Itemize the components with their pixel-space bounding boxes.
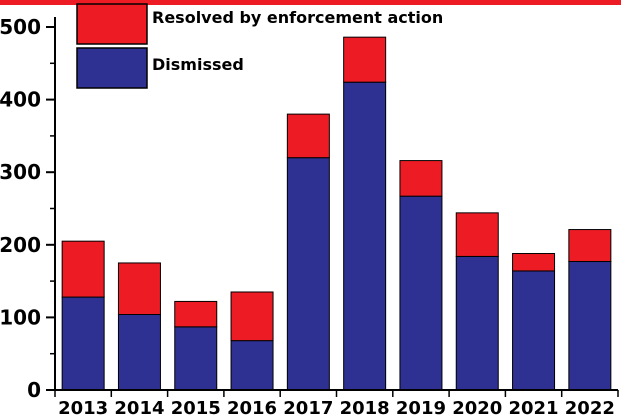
x-tick-label: 2013 [58,398,108,419]
bar-resolved-2017 [286,113,330,159]
bar-resolved-2021 [512,253,556,272]
bar-dismissed-2014 [117,313,161,391]
x-tick-label: 2018 [340,398,390,419]
bar-dismissed-2019 [399,195,443,391]
bar-dismissed-2013 [61,296,105,391]
x-tick-label: 2022 [565,398,615,419]
bar-resolved-2019 [399,160,443,197]
legend-swatch-resolved [76,3,148,45]
bar-dismissed-2017 [286,157,330,391]
legend: Resolved by enforcement action Dismissed [76,3,443,89]
bar-dismissed-2021 [512,270,556,391]
bar-dismissed-2018 [343,81,387,391]
y-tick-label: 100 [0,305,41,329]
bar-dismissed-2022 [568,260,612,391]
y-tick-label: 200 [0,233,41,257]
bar-resolved-2022 [568,229,612,262]
y-tick-label: 300 [0,160,41,184]
x-tick-label: 2014 [114,398,164,419]
x-tick-label: 2016 [227,398,277,419]
x-tick-label: 2020 [452,398,502,419]
bar-resolved-2015 [174,300,218,328]
x-axis: 2013 2014 2015 2016 2017 2018 2019 2020 2021 2022 [54,389,619,419]
y-tick-label: 400 [0,88,41,112]
bar-dismissed-2016 [230,340,274,391]
bar-dismissed-2020 [455,255,499,391]
y-tick-label: 500 [0,15,41,39]
legend-label-dismissed: Dismissed [152,55,244,74]
legend-swatch-dismissed [76,47,148,89]
y-tick-label: 0 [27,378,41,402]
bar-resolved-2016 [230,291,274,342]
bar-resolved-2020 [455,212,499,257]
x-tick-label: 2021 [508,398,558,419]
legend-label-resolved: Resolved by enforcement action [152,8,443,27]
bar-dismissed-2015 [174,326,218,391]
y-axis: 0 100 200 300 400 500 [0,15,56,402]
x-tick-label: 2019 [396,398,446,419]
bar-resolved-2018 [343,36,387,83]
x-tick-label: 2015 [171,398,221,419]
bar-resolved-2013 [61,240,105,298]
x-tick-label: 2017 [283,398,333,419]
bar-resolved-2014 [117,262,161,315]
top-accent-band [0,0,621,5]
bars [61,36,612,391]
